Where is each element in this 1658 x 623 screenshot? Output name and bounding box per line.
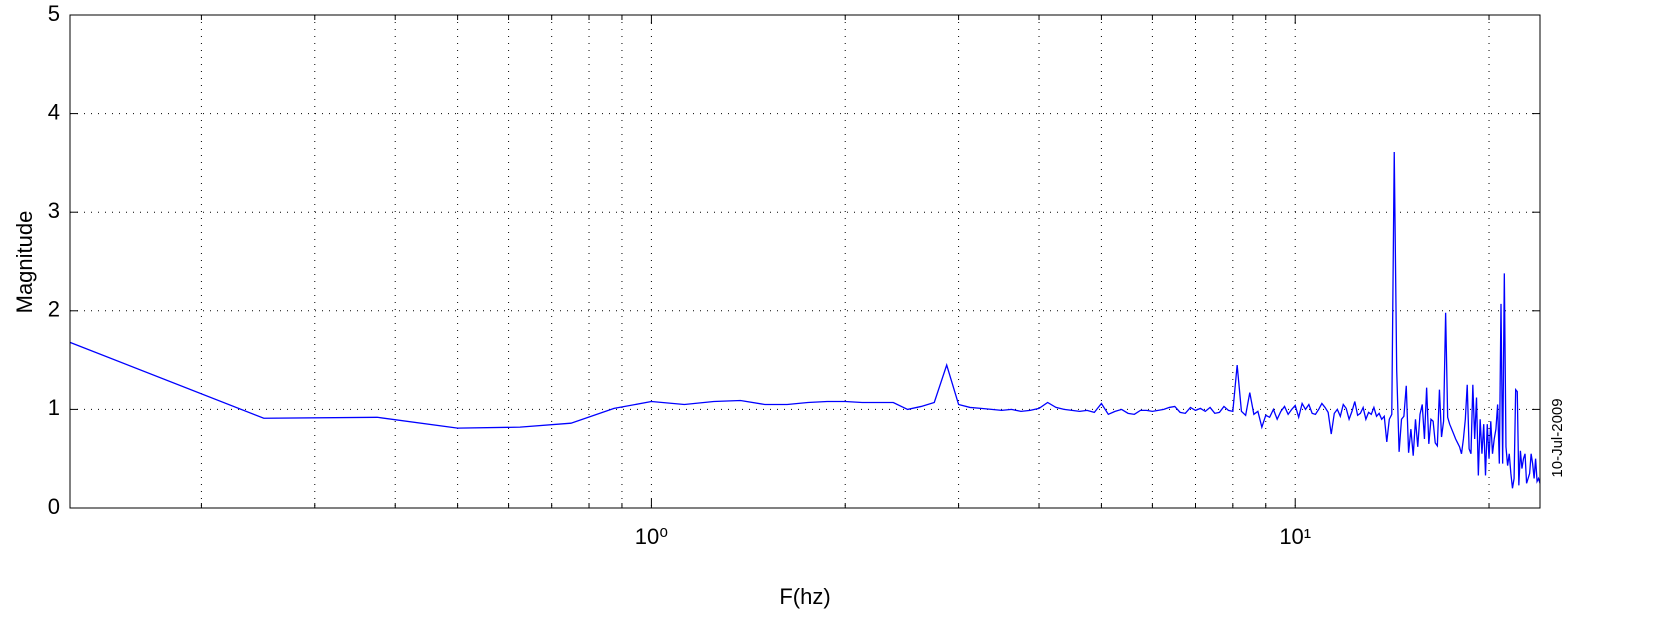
x-axis-label: F(hz) (779, 584, 830, 609)
x-tick-label: 10¹ (1279, 524, 1311, 549)
date-stamp: 10-Jul-2009 (1549, 398, 1566, 477)
y-tick-label: 3 (48, 198, 60, 223)
y-tick-label: 2 (48, 297, 60, 322)
y-axis-label: Magnitude (12, 211, 37, 314)
y-tick-label: 4 (48, 99, 60, 124)
y-tick-label: 5 (48, 1, 60, 26)
y-tick-label: 0 (48, 494, 60, 519)
data-line (69, 152, 1541, 489)
axes-box (69, 14, 1541, 509)
x-tick-label: 10⁰ (635, 524, 668, 549)
y-tick-label: 1 (48, 395, 60, 420)
plot-area (70, 15, 1540, 508)
